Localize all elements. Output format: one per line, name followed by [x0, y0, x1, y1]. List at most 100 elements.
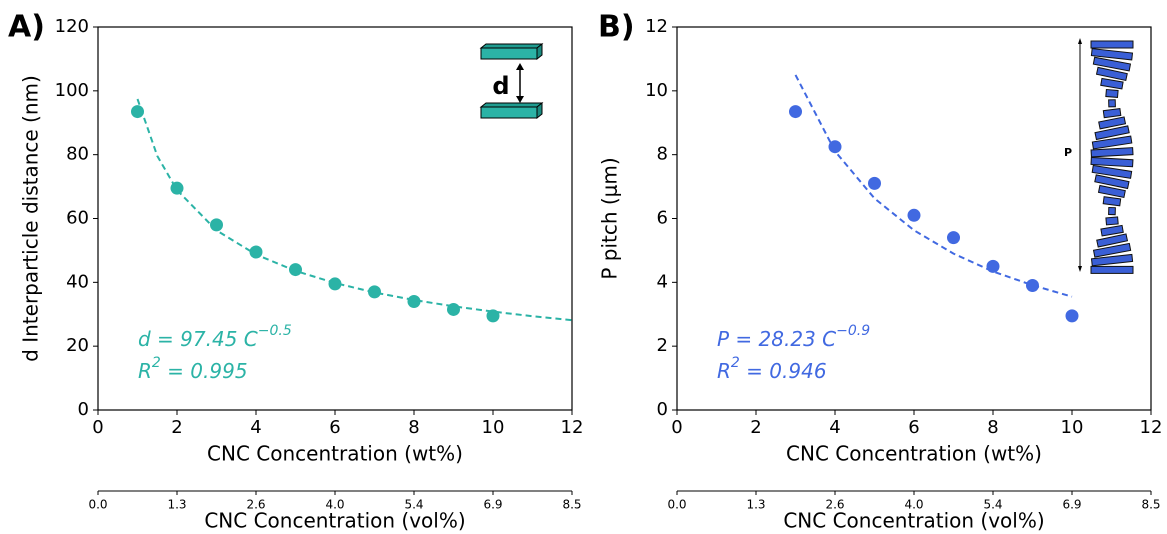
data-point	[328, 277, 342, 291]
arrow-head	[516, 96, 524, 103]
plot-frame	[676, 26, 1152, 411]
y-tick-label: 6	[657, 208, 668, 229]
x-tick-label: 4	[829, 417, 840, 438]
y-tick-label: 20	[66, 335, 89, 356]
helix-rod	[1094, 125, 1130, 141]
helix-rod	[1108, 99, 1116, 108]
x2-axis-label: CNC Concentration (vol%)	[204, 509, 465, 533]
x2-tick-label: 0.0	[667, 498, 686, 512]
x2-tick-label: 4.0	[904, 498, 923, 512]
x2-tick-label: 6.9	[483, 498, 502, 512]
helix-rod	[1105, 216, 1119, 226]
helix-rod	[1105, 88, 1119, 99]
r2-base: R	[138, 359, 152, 383]
data-point	[131, 105, 144, 119]
x2-tick-label: 4.0	[325, 498, 344, 512]
y-tick-label: 60	[66, 208, 89, 229]
helix-rod	[1090, 147, 1134, 158]
plate-top	[479, 43, 544, 49]
helix-rod	[1102, 196, 1122, 207]
equation-exponent: −0.9	[836, 323, 870, 339]
plate-front	[480, 106, 538, 119]
helix-rod	[1090, 156, 1134, 168]
helix-rod	[1091, 135, 1133, 150]
y-tick-label: 80	[66, 144, 89, 165]
arrow-head	[1078, 266, 1082, 272]
data-point	[368, 285, 381, 299]
data-point	[986, 259, 1000, 273]
helix-rod	[1092, 242, 1132, 258]
r-squared: R2 = 0.995	[138, 355, 248, 383]
x-tick-label: 6	[329, 417, 340, 438]
y-tick-label: 40	[66, 271, 89, 292]
helix-rod	[1090, 48, 1134, 61]
x-tick-label: 8	[408, 417, 419, 438]
x2-tick-label: 5.4	[404, 498, 423, 512]
r-squared: R2 = 0.946	[717, 355, 827, 383]
x2-axis-label: CNC Concentration (vol%)	[783, 509, 1044, 533]
y-tick-label: 120	[55, 16, 89, 37]
r2-rest: = 0.995	[161, 359, 248, 383]
x-tick-label: 0	[671, 417, 682, 438]
x-tick-label: 2	[750, 417, 761, 438]
data-point	[907, 208, 921, 222]
x2-tick-label: 1.3	[746, 498, 765, 512]
helix-rod	[1100, 77, 1124, 90]
arrow-head	[516, 63, 524, 70]
fit-equation: P = 28.23 C−0.9	[717, 323, 870, 351]
x-tick-label: 6	[908, 417, 919, 438]
data-point	[1026, 279, 1039, 293]
helix-rod	[1098, 116, 1127, 130]
x2-tick-label: 8.5	[1141, 498, 1160, 512]
fit-equation: d = 97.45 C−0.5	[138, 323, 292, 351]
panel-label: A)	[8, 10, 45, 45]
helix-rod	[1097, 184, 1126, 199]
x2-tick-label: 6.9	[1062, 498, 1081, 512]
helix-rod	[1094, 174, 1130, 190]
y-tick-label: 12	[645, 16, 668, 37]
data-point	[789, 105, 802, 119]
y-tick-label: 2	[657, 335, 668, 356]
data-point	[828, 140, 842, 154]
x-tick-label: 12	[1140, 417, 1163, 438]
arrow-head	[1078, 38, 1082, 44]
data-point	[1065, 309, 1079, 323]
x-tick-label: 10	[482, 417, 505, 438]
data-point	[289, 263, 302, 277]
r2-exponent: 2	[152, 355, 161, 371]
data-point	[947, 231, 960, 245]
y-tick-label: 100	[55, 80, 89, 101]
helix-rod	[1100, 224, 1124, 237]
x2-tick-label: 5.4	[983, 498, 1002, 512]
helix-rod	[1095, 66, 1128, 82]
inset-label: d	[492, 72, 509, 100]
plate-top	[479, 102, 544, 108]
r2-exponent: 2	[731, 355, 740, 371]
helix-rod	[1102, 107, 1122, 119]
x-axis-label: CNC Concentration (wt%)	[207, 442, 463, 466]
r2-rest: = 0.946	[740, 359, 827, 383]
helix-rod	[1090, 265, 1134, 274]
fit-line	[794, 74, 1073, 298]
y-tick-label: 0	[78, 399, 89, 420]
x2-tick-label: 1.3	[167, 498, 186, 512]
x-tick-label: 12	[561, 417, 584, 438]
y-axis-label: P pitch (μm)	[598, 157, 622, 279]
data-point	[249, 245, 263, 259]
equation-base: d = 97.45 C	[138, 327, 258, 351]
helix-rod	[1090, 253, 1134, 267]
x-tick-label: 10	[1061, 417, 1084, 438]
x-axis-label: CNC Concentration (wt%)	[786, 442, 1042, 466]
y-tick-label: 0	[657, 399, 668, 420]
y-axis-label: d Interparticle distance (nm)	[19, 75, 43, 362]
helix-rod	[1092, 56, 1132, 72]
y-tick-label: 4	[657, 271, 668, 292]
plate-front	[480, 47, 538, 60]
x-tick-label: 2	[171, 417, 182, 438]
x2-tick-label: 0.0	[88, 498, 107, 512]
y-tick-label: 8	[657, 144, 668, 165]
x-tick-label: 4	[250, 417, 261, 438]
fit-line	[136, 98, 573, 322]
equation-base: P = 28.23 C	[717, 327, 836, 351]
